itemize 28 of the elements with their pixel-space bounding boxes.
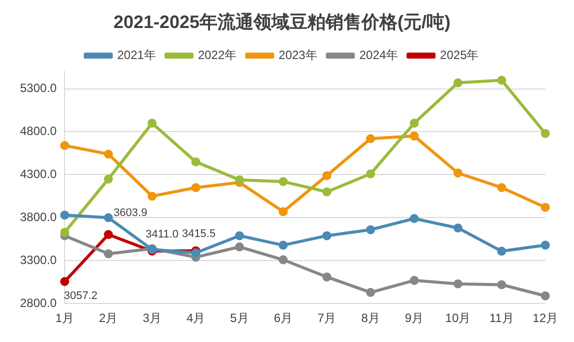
- x-tick-label: 6月: [274, 311, 293, 326]
- y-tick-label: 4300.0: [20, 167, 58, 182]
- legend-label: 2021年: [117, 48, 156, 62]
- y-tick-label: 3800.0: [20, 210, 58, 224]
- data-label: 3057.2: [64, 290, 98, 302]
- x-tick-label: 2月: [99, 311, 118, 326]
- chart-title: 2021-2025年流通领域豆粕销售价格(元/吨): [113, 12, 451, 32]
- data-label: 3415.5: [182, 228, 216, 240]
- legend-label: 2024年: [359, 48, 398, 62]
- legend-label: 2022年: [198, 48, 237, 62]
- x-tick-label: 12月: [532, 311, 558, 326]
- x-tick-label: 10月: [445, 311, 471, 326]
- x-tick-label: 3月: [142, 311, 162, 326]
- x-tick-label: 4月: [186, 311, 206, 326]
- y-tick-label: 5300.0: [20, 81, 58, 96]
- data-label: 3603.9: [114, 207, 148, 220]
- y-tick-label: 4800.0: [20, 124, 58, 138]
- x-tick-label: 8月: [361, 311, 380, 326]
- x-tick-label: 11月: [489, 311, 514, 326]
- x-tick-label: 1月: [55, 311, 74, 326]
- legend-label: 2023年: [278, 48, 318, 62]
- x-tick-label: 9月: [404, 311, 424, 326]
- legend-label: 2025年: [440, 48, 479, 62]
- x-tick-label: 7月: [318, 311, 336, 326]
- data-label: 3411.0: [146, 228, 179, 241]
- y-tick-label: 3300.0: [20, 252, 58, 267]
- x-tick-label: 5月: [230, 311, 249, 326]
- y-tick-label: 2800.0: [20, 296, 58, 310]
